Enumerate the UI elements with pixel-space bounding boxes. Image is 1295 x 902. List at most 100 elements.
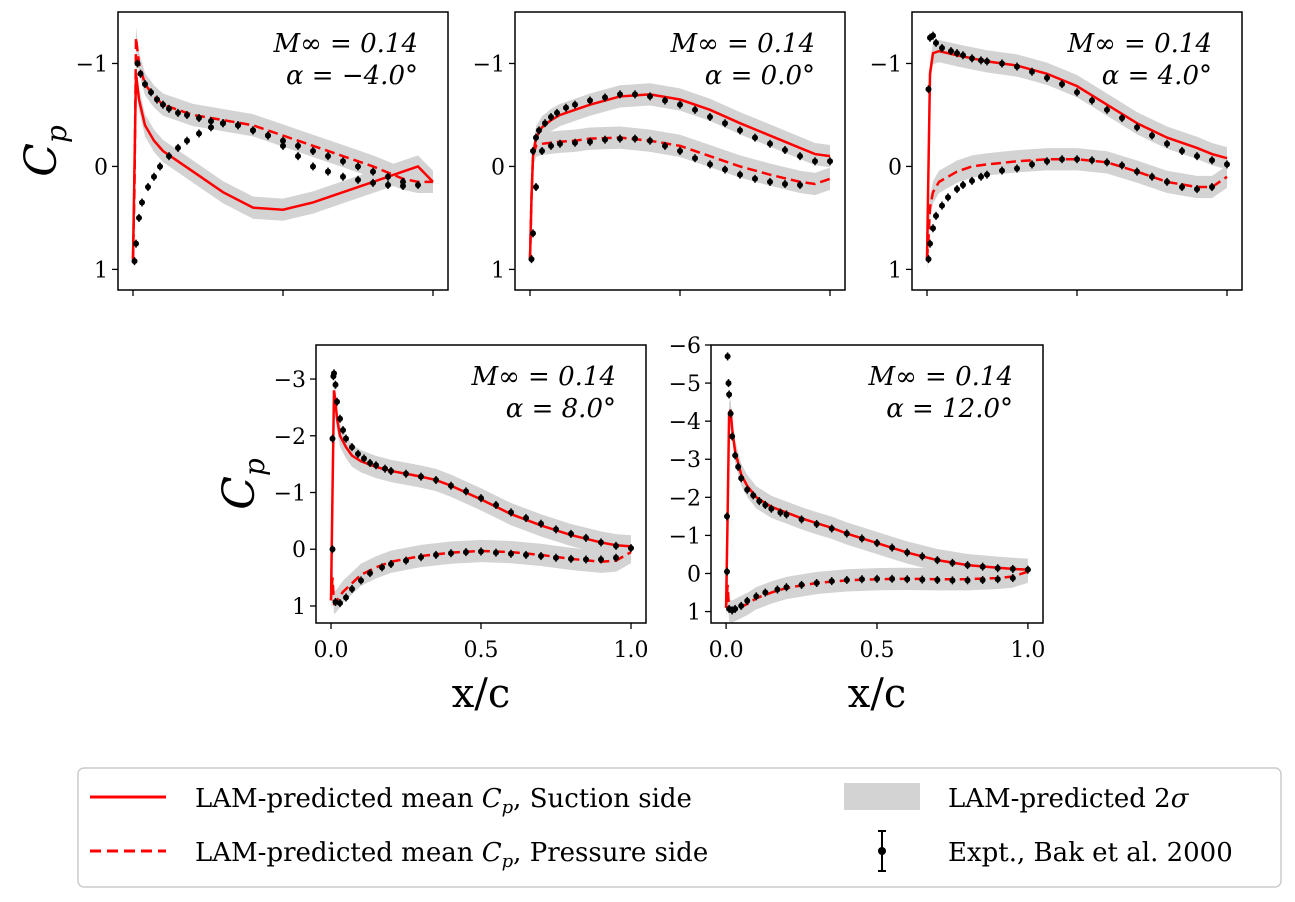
expt-point [632,90,638,99]
expt-point [925,85,932,94]
expt-point [334,397,340,406]
expt-point [777,508,784,517]
x-axis-label: x/c [452,671,510,717]
expt-point [782,145,788,154]
y-tick-label: −4 [669,410,701,435]
expt-point [295,141,301,150]
expt-point [934,575,941,584]
alpha-annotation: α = −4.0° [286,61,418,91]
legend-suction-label: LAM-predicted mean Cp, Suction side [195,784,692,818]
expt-point [1149,131,1155,140]
expt-point [858,575,865,584]
expt-point [662,141,668,150]
expt-point [1089,96,1095,105]
expt-point [1024,565,1031,574]
panel-3: −1 0 1 M∞ = 0.14α = 4.0° [870,11,1243,296]
expt-point [613,553,619,562]
expt-point [984,170,990,179]
expt-point [930,31,936,40]
expt-point [151,172,157,181]
expt-point [157,162,163,171]
expt-point [919,575,926,584]
expt-point [726,390,733,399]
expt-point [984,57,990,66]
legend-pressure-label: LAM-predicted mean Cp, Pressure side [195,838,708,872]
expt-point [969,54,975,63]
y-tick-label: −1 [473,52,505,77]
expt-point [750,491,757,500]
expt-point [355,162,361,171]
expt-point [1059,155,1065,164]
expt-point [774,585,781,594]
expt-point [677,147,683,155]
expt-point [329,434,336,443]
expt-point [385,180,391,189]
expt-point [563,103,569,112]
expt-point [732,451,739,460]
expt-point [1089,156,1095,165]
expt-point [753,592,760,601]
y-tick-label: −1 [870,52,902,77]
expt-point [554,108,560,117]
expt-point [933,211,939,220]
alpha-annotation: α = 4.0° [1102,61,1212,91]
expt-point [536,126,542,135]
expt-point [530,147,536,155]
expt-point [131,257,138,266]
y-tick-label: 0 [687,562,701,587]
expt-point [332,598,339,607]
expt-point [310,162,316,171]
expt-point [142,80,148,89]
expt-point [478,494,484,503]
expt-point [889,574,896,583]
expt-point [370,178,376,187]
expt-point [250,126,256,135]
expt-point [762,588,769,597]
expt-point [528,255,535,264]
expt-point [707,160,713,169]
expt-point [722,119,728,128]
alpha-annotation: α = 12.0° [886,394,1013,424]
expt-point [602,93,608,102]
expt-point [798,515,805,524]
expt-point [1194,185,1200,194]
mach-annotation: M∞ = 0.14 [868,362,1014,392]
mach-annotation: M∞ = 0.14 [471,362,617,392]
expt-point [478,547,484,556]
expt-point [812,157,818,166]
expt-point [617,134,623,143]
y-tick-label: 0 [888,155,902,180]
expt-point [768,504,775,513]
expt-point [964,561,971,570]
expt-point [340,172,346,181]
expt-point [572,100,578,109]
expt-point [960,180,966,189]
expt-point [587,137,593,146]
expt-point [727,409,734,418]
expt-point [355,449,361,458]
expt-point [969,176,975,185]
expt-point [587,96,593,105]
expt-point [184,110,190,119]
expt-point [797,180,803,189]
y-tick-label: −2 [274,425,306,450]
legend-band-swatch [844,783,920,810]
pressure-side-mean-line [925,157,1228,260]
y-tick-label: 0 [292,538,306,563]
x-tick-label: 0.0 [709,638,744,663]
expt-point [783,583,790,592]
expt-point [828,524,835,533]
expt-point [373,461,379,470]
expt-point [707,113,713,122]
expt-point [349,443,355,452]
expt-point [945,193,951,202]
expt-point [154,95,160,104]
mach-annotation: M∞ = 0.14 [670,29,816,59]
y-tick-label: −3 [669,448,701,473]
expt-point [403,556,409,565]
expt-point [349,584,355,593]
expt-point [358,576,364,585]
expt-point [332,380,339,389]
expt-point [508,549,514,558]
